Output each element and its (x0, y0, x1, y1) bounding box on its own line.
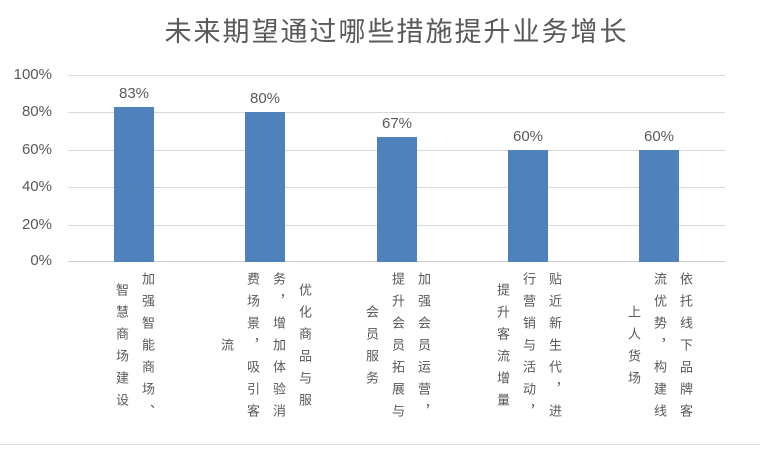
data-label-1: 83% (118, 85, 150, 102)
gridline (68, 112, 725, 113)
data-label-5: 60% (643, 128, 675, 145)
data-label-3: 67% (381, 115, 413, 132)
bar-series1-5 (639, 150, 679, 262)
category-label-2: 优化商品与服务，增加体验消费场景，吸引客流 (219, 272, 312, 426)
y-axis-tick-label: 80% (21, 103, 52, 120)
category-label-1: 加强智能商场、智慧商场建设 (114, 272, 155, 426)
bottom-divider (0, 444, 760, 445)
data-label-4: 60% (512, 128, 544, 145)
chart-title: 未来期望通过哪些措施提升业务增长 (164, 17, 629, 47)
y-axis-tick-label: 0% (30, 252, 52, 269)
y-axis-tick-label: 60% (21, 141, 52, 158)
category-label-3: 加强会员运营，提升会员拓展与会员服务 (364, 272, 431, 426)
bar-series1-3 (377, 137, 417, 262)
bar-series1-4 (508, 150, 548, 262)
data-label-2: 80% (249, 90, 281, 107)
gridline (68, 75, 725, 76)
y-axis-tick-label: 40% (21, 178, 52, 195)
y-axis-tick-label: 20% (21, 216, 52, 233)
x-axis-labels: 加强智能商场、智慧商场建设 优化商品与服务，增加体验消费场景，吸引客流 加强会员运营… (68, 270, 725, 440)
category-label-4: 贴近新生代，进行营销与活动，提升客流增量 (495, 272, 562, 426)
bar-series1-2 (245, 112, 285, 262)
plot-area: 0% 20% 40% 60% 80% 100% 83% 80% 67% 60% 60% (14, 66, 725, 269)
y-axis-tick-label: 100% (13, 66, 52, 83)
category-label-5: 依托线下品牌客流优势，构建线上人货场 (626, 272, 693, 426)
bar-series1-1 (114, 107, 154, 262)
